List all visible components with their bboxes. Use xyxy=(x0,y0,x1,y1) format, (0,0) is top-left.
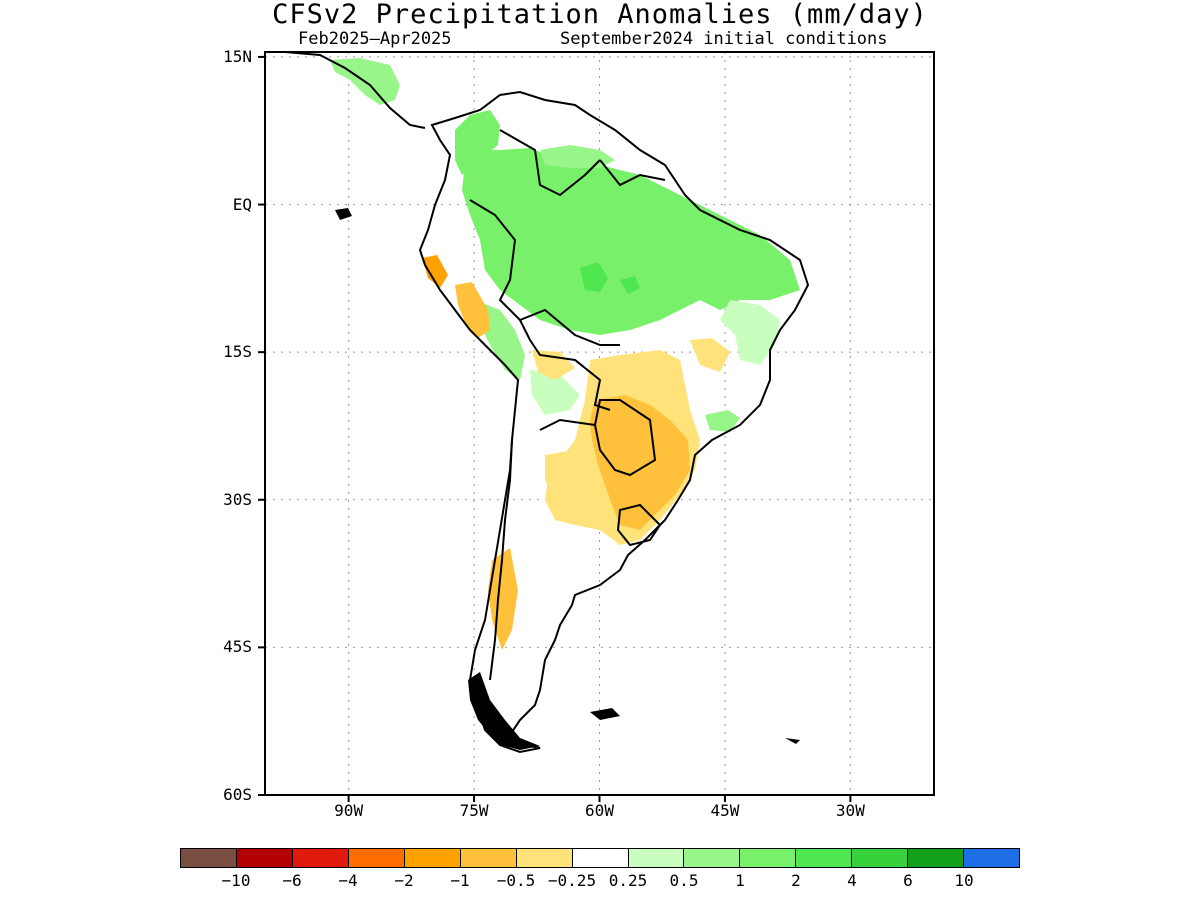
colorbar-swatch xyxy=(348,849,405,867)
colorbar-swatch xyxy=(236,849,293,867)
colorbar-label: −4 xyxy=(338,871,358,890)
colorbar-swatch xyxy=(516,849,573,867)
uruguay-border xyxy=(616,503,662,547)
colorbar-swatch xyxy=(181,849,237,867)
amazon-core-anomaly-2 xyxy=(620,276,640,294)
colorbar-label: 0.5 xyxy=(669,871,699,890)
colorbar-label: 6 xyxy=(903,871,913,890)
falkland-islands xyxy=(590,708,620,720)
colorbar-label: 4 xyxy=(847,871,857,890)
lat-label: 60S xyxy=(223,785,252,804)
colorbar xyxy=(180,848,1020,868)
colorbar-label: 1 xyxy=(735,871,745,890)
lat-label: 45S xyxy=(223,637,252,657)
forecast-period: Feb2025–Apr2025 xyxy=(298,29,452,49)
lat-label: EQ xyxy=(232,194,252,214)
south-america-coast xyxy=(418,90,810,754)
lon-label: 45W xyxy=(710,801,740,820)
peru-andes-dry-anomaly xyxy=(455,282,490,338)
colorbar-swatch xyxy=(740,849,797,867)
guianas-border xyxy=(599,159,666,187)
bolivia-wet-anomaly xyxy=(530,370,580,415)
argentina-dry-anomaly xyxy=(545,450,585,500)
colorbar-label: 10 xyxy=(954,871,974,890)
colorbar-label: −0.5 xyxy=(496,871,536,890)
lon-label: 90W xyxy=(334,801,364,820)
coastlines xyxy=(284,52,810,754)
map-title: CFSv2 Precipitation Anomalies (mm/day) xyxy=(272,0,928,30)
amazon-wet-anomaly xyxy=(462,148,800,335)
colorbar-swatch xyxy=(292,849,349,867)
colombia-wet-anomaly xyxy=(455,110,500,175)
lon-label: 75W xyxy=(459,801,489,820)
colorbar-label: −10 xyxy=(221,871,251,890)
lat-label: 30S xyxy=(223,489,252,509)
north-coast-wet-anomaly xyxy=(540,145,615,168)
colorbar-swatch xyxy=(908,849,965,867)
lat-label: 15S xyxy=(223,342,252,362)
colorbar-swatch xyxy=(684,849,741,867)
central-america-coast xyxy=(284,52,426,129)
lon-label: 30W xyxy=(835,801,865,820)
lat-label: 15N xyxy=(223,46,252,66)
colorbar-label: 2 xyxy=(791,871,801,890)
colorbar-swatch xyxy=(628,849,685,867)
colorbar-swatch xyxy=(460,849,517,867)
paraguay-border xyxy=(593,399,657,477)
venezuela-border xyxy=(499,129,601,197)
chile-border xyxy=(489,439,513,681)
colorbar-label: −6 xyxy=(282,871,302,890)
colorbar-label: 0.25 xyxy=(608,871,648,890)
colorbar-swatch xyxy=(404,849,461,867)
colorbar-label: −1 xyxy=(450,871,470,890)
se-brazil-wet-anomaly xyxy=(705,410,740,432)
amazon-border xyxy=(469,199,620,346)
wet-anomaly-shading xyxy=(330,58,800,432)
colorbar-swatch xyxy=(964,849,1020,867)
south-georgia-island xyxy=(785,738,800,744)
chile-dry-anomaly xyxy=(488,548,518,650)
lon-label: 60W xyxy=(585,801,614,820)
colorbar-label: −0.25 xyxy=(547,871,597,890)
colorbar-label: −2 xyxy=(394,871,414,890)
colorbar-swatch xyxy=(852,849,909,867)
argentina-border xyxy=(539,418,596,431)
colorbar-swatch xyxy=(796,849,853,867)
brazil-south-border xyxy=(519,319,611,411)
dry-anomaly-shading xyxy=(422,255,730,650)
galapagos-islands xyxy=(335,208,352,220)
la-plata-core-anomaly xyxy=(590,395,690,530)
islands xyxy=(335,208,800,750)
axis-ticks xyxy=(258,55,852,802)
initial-conditions: September2024 initial conditions xyxy=(560,29,888,49)
amazon-core-anomaly xyxy=(580,262,608,292)
ne-brazil-dry-anomaly xyxy=(690,338,730,372)
colorbar-swatch xyxy=(572,849,629,867)
east-brazil-wet-anomaly xyxy=(720,300,780,365)
tierra-del-fuego-fill xyxy=(468,672,540,750)
peru-coast-dry-anomaly xyxy=(422,255,448,288)
